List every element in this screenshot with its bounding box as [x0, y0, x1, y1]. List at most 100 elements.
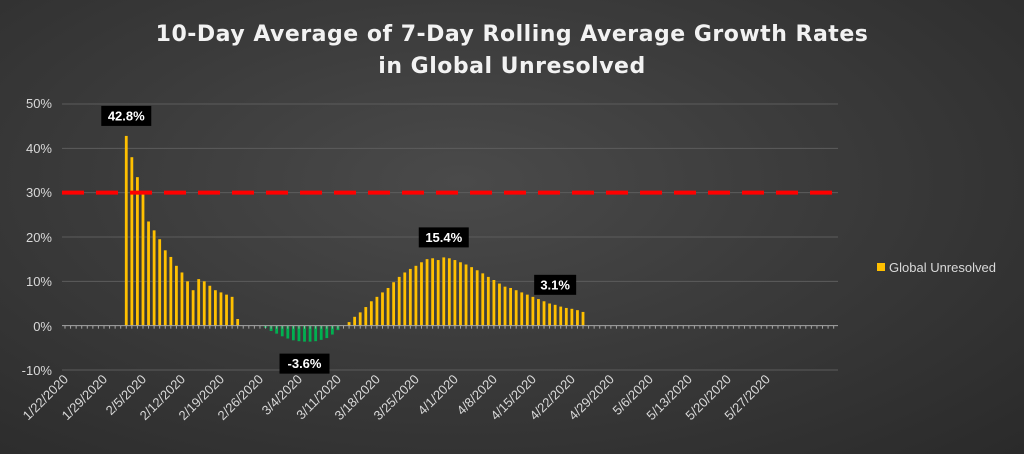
callout-label: -3.6%	[288, 356, 322, 371]
bar	[130, 157, 134, 326]
callout-box	[418, 227, 469, 248]
callout-box	[101, 105, 152, 126]
bar	[442, 257, 446, 326]
bar	[470, 267, 474, 326]
bar	[509, 287, 512, 326]
bar	[408, 268, 412, 326]
bar	[498, 283, 501, 326]
bar	[280, 325, 284, 337]
bar	[358, 312, 362, 326]
bar	[314, 325, 318, 342]
bar	[325, 325, 329, 339]
bar	[213, 290, 217, 326]
y-tick-label: 50%	[26, 96, 52, 111]
bar	[369, 301, 373, 326]
chart-title-line-2: in Global Unresolved	[378, 54, 645, 79]
bar	[475, 270, 479, 326]
bar	[564, 307, 568, 326]
bar	[464, 264, 468, 326]
bar	[286, 325, 290, 339]
legend-label: Global Unresolved	[889, 260, 996, 275]
bar	[180, 272, 184, 326]
bar	[414, 265, 418, 326]
data-callouts: 42.8% -3.6% 15.4% 3.1%	[101, 105, 577, 374]
bar	[303, 325, 306, 342]
bar	[308, 325, 312, 342]
legend: Global Unresolved	[877, 260, 996, 275]
bar	[403, 272, 407, 326]
callout-label: 15.4%	[425, 230, 462, 245]
chart-title-line-1: 10-Day Average of 7-Day Rolling Average …	[156, 22, 869, 47]
bar	[158, 239, 162, 326]
bar	[514, 290, 518, 326]
bar	[191, 290, 195, 326]
callout-label: 3.1%	[540, 277, 570, 292]
bar-series-global-unresolved	[124, 135, 585, 342]
bar	[152, 230, 156, 326]
bar	[553, 304, 557, 326]
legend-swatch	[877, 263, 885, 271]
bar	[576, 310, 579, 326]
bar	[425, 259, 429, 326]
callout-label: 42.8%	[108, 108, 145, 123]
x-axis: 1/22/20201/29/20202/5/20202/12/20202/19/…	[20, 372, 773, 424]
bar	[197, 279, 201, 326]
bar	[520, 292, 524, 326]
bar	[503, 286, 507, 326]
bar	[141, 192, 145, 326]
bar	[297, 325, 301, 342]
callout-box	[279, 353, 330, 374]
bar	[436, 260, 440, 326]
y-tick-label: 0%	[33, 319, 52, 334]
bar	[459, 262, 462, 326]
y-tick-label: 40%	[26, 141, 52, 156]
bar	[275, 325, 279, 334]
bar	[236, 319, 240, 326]
bar	[392, 282, 396, 326]
bar	[375, 296, 379, 326]
bar	[548, 303, 551, 326]
bar	[186, 281, 189, 326]
bar	[353, 316, 357, 326]
y-tick-label: 20%	[26, 230, 52, 245]
bar	[492, 280, 496, 326]
bar	[453, 260, 457, 326]
bar	[208, 285, 212, 326]
bar	[225, 294, 228, 326]
bar	[397, 276, 401, 326]
x-tick-label: 4/1/2020	[415, 372, 461, 418]
bar	[525, 294, 529, 326]
bar	[202, 281, 206, 326]
bar	[364, 307, 368, 326]
bar	[230, 296, 234, 326]
bar	[219, 292, 223, 326]
y-tick-label: -10%	[22, 363, 53, 378]
bar	[486, 276, 490, 326]
bar	[124, 135, 128, 326]
bar	[537, 299, 540, 326]
bar	[481, 273, 485, 326]
y-axis: 50% 40% 30% 20% 10% 0% -10%	[22, 96, 53, 378]
bar	[136, 177, 139, 326]
bar	[542, 301, 546, 326]
bar	[447, 258, 451, 326]
bar	[147, 221, 150, 326]
bar	[347, 322, 351, 326]
zero-axis	[62, 325, 838, 329]
bar	[169, 256, 173, 326]
bar	[531, 296, 535, 326]
bar	[559, 306, 563, 326]
bar	[330, 325, 334, 335]
bar	[381, 292, 384, 326]
y-tick-label: 10%	[26, 274, 52, 289]
bar	[431, 258, 435, 326]
bar	[570, 308, 574, 326]
bar	[319, 325, 323, 340]
callout-box	[534, 274, 577, 295]
bar	[386, 287, 390, 326]
y-tick-label: 30%	[26, 185, 52, 200]
bar	[163, 250, 167, 326]
bar	[291, 325, 295, 341]
bar	[420, 262, 423, 326]
